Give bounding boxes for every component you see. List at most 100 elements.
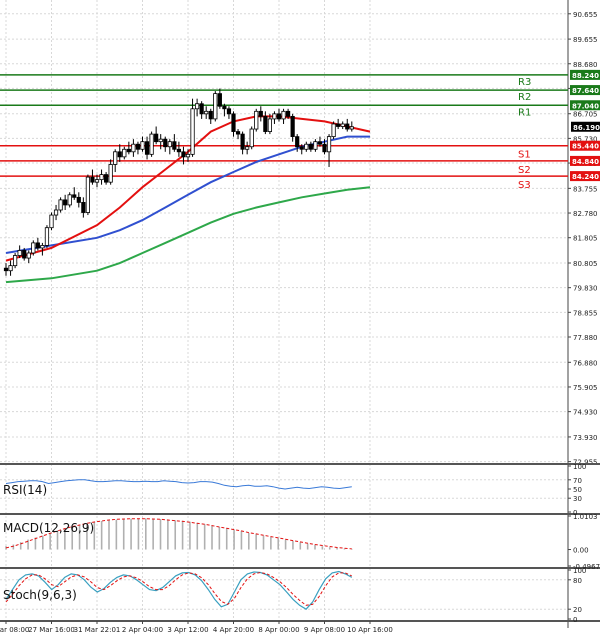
candle	[235, 129, 241, 140]
level-badge-s2	[570, 155, 600, 166]
candle-body	[44, 227, 50, 246]
rsi-tick-label: 70	[573, 477, 582, 485]
candle	[313, 139, 318, 152]
candle	[190, 98, 195, 157]
candle	[222, 103, 227, 117]
candle	[340, 121, 345, 130]
candle	[285, 108, 291, 119]
candle	[331, 121, 336, 140]
candle	[53, 204, 59, 221]
candle-body	[49, 214, 54, 229]
candle	[104, 172, 109, 185]
macd-title: MACD(12,26,9)	[3, 521, 94, 535]
candle-body	[3, 267, 9, 272]
candle-body	[104, 174, 109, 183]
rsi-title: RSI(14)	[3, 483, 47, 497]
stoch-tick-label: 20	[573, 606, 582, 614]
candle-body	[235, 131, 241, 135]
candle-body	[94, 179, 100, 183]
candle	[81, 197, 86, 218]
candle-body	[113, 151, 118, 165]
price-tick-label: 81.805	[573, 235, 598, 243]
candle	[167, 139, 172, 155]
candle-body	[267, 118, 273, 132]
candle-body	[345, 123, 350, 130]
candle	[76, 192, 81, 208]
candle-body	[263, 115, 268, 132]
candle	[194, 98, 200, 117]
price-tick-label: 90.655	[573, 11, 598, 19]
time-tick-label: 26 Mar 08:00	[0, 626, 29, 634]
candle	[126, 141, 131, 155]
candle-body	[208, 110, 213, 120]
stoch-main-line	[5, 570, 353, 610]
candle-body	[299, 146, 304, 150]
candle-body	[340, 123, 345, 127]
ma-slow-line	[5, 186, 371, 284]
price-tick-label: 86.705	[573, 111, 598, 119]
candle	[213, 91, 218, 122]
candle-body	[144, 141, 150, 155]
candle-body	[158, 138, 163, 143]
candle	[336, 118, 341, 130]
candle-body	[8, 265, 13, 272]
candle	[245, 141, 250, 155]
candle	[185, 149, 191, 162]
level-value-s2: 84.840	[572, 158, 599, 166]
price-tick-label: 85.730	[573, 135, 598, 143]
candle-body	[135, 143, 141, 150]
rsi-tick-label: 100	[573, 463, 586, 471]
candle-body	[326, 136, 332, 153]
price-tick-label: 79.830	[573, 285, 598, 293]
level-value-r3: 88.240	[572, 72, 599, 80]
candle-body	[40, 245, 45, 249]
candle	[267, 113, 273, 135]
candle	[26, 250, 31, 264]
candle	[226, 106, 232, 119]
stoch-tick-label: 80	[573, 577, 582, 585]
candle-body	[163, 138, 168, 148]
candle-body	[217, 93, 222, 107]
price-tick-label: 74.930	[573, 409, 598, 417]
candle	[176, 141, 181, 157]
rsi-tick-label: 0	[573, 509, 577, 517]
level-value-r2: 87.640	[572, 87, 599, 95]
candle	[204, 106, 209, 119]
candle	[44, 225, 50, 248]
level-badge-r1	[570, 100, 600, 111]
candle	[322, 139, 327, 155]
candle	[295, 134, 300, 152]
candle-body	[254, 110, 259, 130]
candle	[12, 253, 18, 269]
candle-body	[194, 103, 200, 110]
candle-body	[63, 199, 68, 206]
level-name-r1: R1	[518, 107, 531, 118]
macd-tick-label: -0.4967	[573, 563, 600, 571]
price-tick-label: 77.880	[573, 334, 598, 342]
candle	[172, 134, 177, 152]
candle	[258, 106, 263, 122]
candle-body	[222, 105, 227, 110]
candle	[317, 136, 323, 147]
price-tick-label: 89.655	[573, 36, 598, 44]
candle	[131, 139, 136, 157]
candle	[326, 134, 332, 167]
level-value-r1: 87.040	[572, 102, 599, 110]
level-name-s1: S1	[518, 150, 531, 161]
candle	[299, 144, 304, 155]
price-tick-label: 76.880	[573, 359, 598, 367]
candle	[31, 240, 36, 256]
candle-body	[276, 113, 282, 120]
candle	[231, 111, 236, 137]
candle	[140, 136, 145, 152]
candle-body	[31, 242, 36, 254]
candle-body	[154, 133, 159, 143]
candle	[158, 134, 163, 150]
candle	[249, 126, 254, 150]
candle-body	[140, 141, 145, 150]
candle-body	[185, 153, 191, 158]
stoch-panel: 100 80 20 0	[0, 567, 586, 624]
